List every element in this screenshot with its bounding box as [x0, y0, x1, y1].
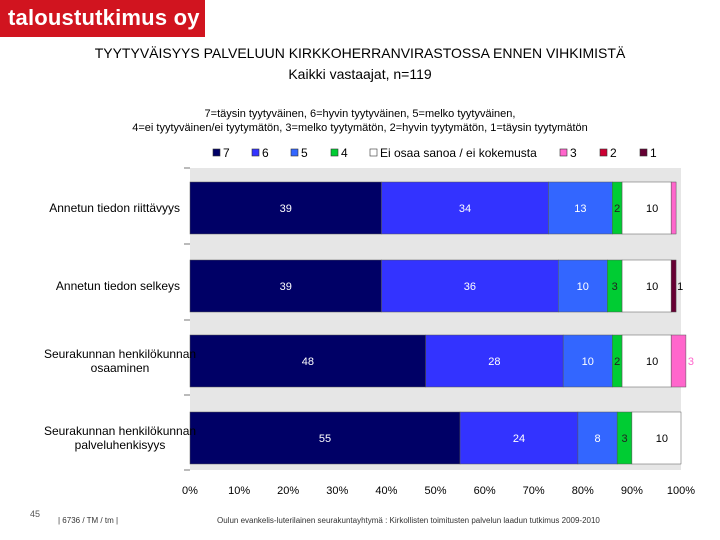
- legend-swatch: [599, 148, 608, 157]
- x-tick-label: 20%: [277, 485, 299, 497]
- chart-title: TYYTYVÄISYYS PALVELUUN KIRKKOHERRANVIRAS…: [94, 45, 626, 61]
- legend-swatch: [559, 148, 568, 157]
- bar-segment: [189, 334, 426, 388]
- data-label: 3: [621, 433, 627, 445]
- data-label: 28: [488, 356, 500, 368]
- company-logo: taloustutkimus oy: [0, 0, 205, 37]
- study-code: | 6736 / TM / tm |: [58, 516, 119, 525]
- data-label: 39: [280, 281, 292, 293]
- legend-label: 6: [262, 146, 269, 160]
- data-label: 2: [614, 356, 620, 368]
- data-label: 8: [594, 433, 600, 445]
- x-tick-label: 60%: [474, 485, 496, 497]
- x-tick-label: 50%: [424, 485, 446, 497]
- legend-swatch: [369, 148, 378, 157]
- data-label: 39: [280, 203, 292, 215]
- bar-segment: [621, 334, 672, 388]
- legend-label: 5: [301, 146, 308, 160]
- bar-segment: [189, 411, 461, 465]
- bar-segment: [558, 259, 608, 313]
- bar-segment: [562, 334, 613, 388]
- bar-segment: [425, 334, 564, 388]
- legend-label: 1: [650, 146, 657, 160]
- footer-source: Oulun evankelis-luterilainen seurakuntay…: [217, 516, 600, 525]
- data-label: 1: [677, 281, 683, 293]
- bar-segment: [548, 181, 613, 235]
- category-label: Seurakunnan henkilökunnan: [44, 347, 196, 361]
- category-label: Annetun tiedon riittävyys: [49, 201, 180, 215]
- scale-description-line2: 4=ei tyytyväinen/ei tyytymätön, 3=melko …: [132, 122, 588, 134]
- legend-label: 3: [570, 146, 577, 160]
- legend-swatch: [212, 148, 221, 157]
- bar-segment: [621, 259, 672, 313]
- x-tick-label: 0%: [182, 485, 198, 497]
- bar-segment: [670, 334, 687, 388]
- x-tick-label: 80%: [572, 485, 594, 497]
- x-tick-label: 70%: [523, 485, 545, 497]
- bar-segment: [670, 259, 677, 313]
- data-label: 2: [614, 203, 620, 215]
- data-label: 3: [612, 281, 618, 293]
- legend-label: 4: [341, 146, 348, 160]
- legend-swatch: [251, 148, 260, 157]
- data-label: 55: [319, 433, 331, 445]
- data-label: 48: [302, 356, 314, 368]
- legend-swatch: [639, 148, 648, 157]
- x-axis-ticks: 0% 10% 20% 30% 40% 50% 60% 70% 80% 90% 100%: [182, 167, 695, 497]
- bar-segment: [577, 411, 618, 465]
- category-label: Annetun tiedon selkeys: [56, 279, 180, 293]
- x-tick-label: 90%: [621, 485, 643, 497]
- bar-series-group: 39 34 13 2 10 39 36 10 3 10 1 48 28 10 2 10 3 55 24 8 3 10: [189, 181, 694, 465]
- bar-segment: [631, 411, 682, 465]
- data-label: 10: [646, 203, 658, 215]
- x-tick-label: 40%: [375, 485, 397, 497]
- data-label: 10: [577, 281, 589, 293]
- bar-segment: [459, 411, 579, 465]
- data-label: 10: [646, 281, 658, 293]
- chart-subtitle: Kaikki vastaajat, n=119: [288, 66, 432, 82]
- data-label: 34: [459, 203, 471, 215]
- data-label: 13: [574, 203, 586, 215]
- data-label: 10: [646, 356, 658, 368]
- x-tick-label: 100%: [667, 485, 695, 497]
- bar-segment: [189, 181, 382, 235]
- x-tick-label: 30%: [326, 485, 348, 497]
- data-label: 10: [656, 433, 668, 445]
- category-labels: Annetun tiedon riittävyys Annetun tiedon …: [44, 201, 196, 452]
- bar-segment: [621, 181, 672, 235]
- legend-label: Ei osaa sanoa / ei kokemusta: [380, 146, 537, 160]
- data-label: 24: [513, 433, 525, 445]
- legend-label: 2: [610, 146, 617, 160]
- bar-segment: [670, 181, 677, 235]
- legend-swatch: [330, 148, 339, 157]
- category-label: Seurakunnan henkilökunnan: [44, 424, 196, 438]
- page-number: 45: [30, 509, 41, 519]
- category-label: osaaminen: [91, 361, 150, 375]
- bar-segment: [381, 181, 549, 235]
- data-label: 36: [464, 281, 476, 293]
- legend-label: 7: [223, 146, 230, 160]
- data-label: 3: [688, 356, 694, 368]
- data-label: 10: [582, 356, 594, 368]
- legend-swatch: [290, 148, 299, 157]
- bar-segment: [381, 259, 559, 313]
- category-label: palveluhenkisyys: [75, 438, 166, 452]
- scale-description-line1: 7=täysin tyytyväinen, 6=hyvin tyytyväine…: [204, 108, 516, 120]
- chart-legend: 7 6 5 4 Ei osaa sanoa / ei kokemusta 3 2 1: [212, 146, 657, 160]
- x-tick-label: 10%: [228, 485, 250, 497]
